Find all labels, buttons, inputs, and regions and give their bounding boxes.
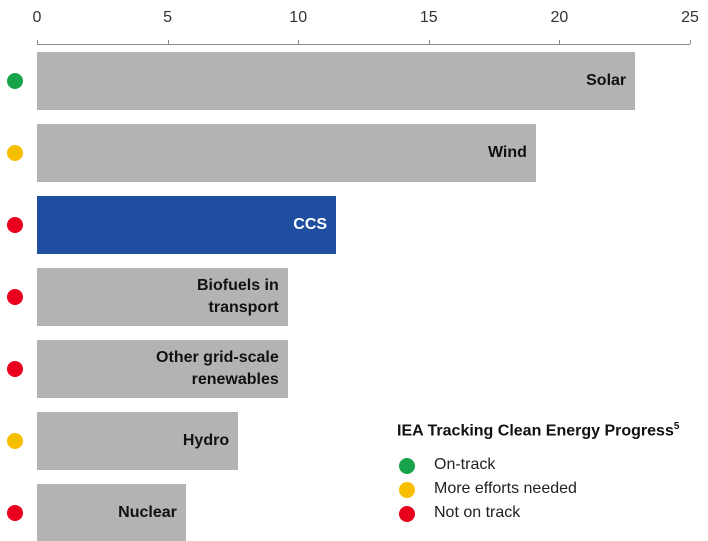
status-dot	[7, 433, 23, 449]
x-tick-label: 10	[289, 9, 308, 26]
bar: Solar	[37, 52, 636, 110]
bar-label: Hydro	[182, 432, 230, 449]
status-dot	[7, 361, 23, 377]
legend-dot	[399, 506, 415, 522]
status-dot	[7, 145, 23, 161]
status-dot	[7, 505, 23, 521]
tick-mark	[37, 40, 38, 44]
x-tick-label: 20	[550, 9, 569, 26]
tick-mark	[167, 40, 169, 44]
legend-dot	[399, 482, 415, 498]
bar-label: Nuclear	[118, 504, 177, 521]
tick-mark	[298, 40, 300, 44]
axis-line	[37, 44, 690, 45]
legend-label: More efforts needed	[434, 480, 577, 497]
bar-label: Solar	[586, 72, 627, 89]
tick-mark	[559, 40, 561, 44]
bar-label: Wind	[487, 144, 527, 161]
legend-footnote: 5	[673, 421, 680, 432]
bar: Wind	[37, 124, 536, 182]
bar: Nuclear	[37, 484, 186, 541]
x-tick-label: 25	[681, 9, 699, 26]
legend-label: Not on track	[434, 504, 521, 521]
bar: Hydro	[37, 412, 239, 470]
x-tick-label: 0	[32, 9, 42, 26]
bar-label: Other grid-scale renewables	[156, 349, 279, 388]
bar-label: Biofuels in transport	[196, 277, 279, 316]
status-dot	[7, 217, 23, 233]
legend-title: IEA Tracking Clean Energy Progress5	[397, 421, 679, 440]
bar: Biofuels in transport	[37, 268, 288, 326]
status-dot	[7, 73, 23, 89]
bar: Other grid-scale renewables	[37, 340, 288, 398]
bar-label: CCS	[293, 216, 328, 233]
legend-label: On-track	[434, 456, 496, 473]
tick-mark	[690, 40, 691, 44]
legend-dot	[399, 458, 415, 474]
x-tick-label: 5	[163, 9, 173, 26]
x-tick-label: 15	[419, 9, 438, 26]
status-dot	[7, 289, 23, 305]
bar: CCS	[37, 196, 337, 254]
legend-title-text: IEA Tracking Clean Energy Progress	[397, 422, 674, 440]
tick-mark	[428, 40, 430, 44]
